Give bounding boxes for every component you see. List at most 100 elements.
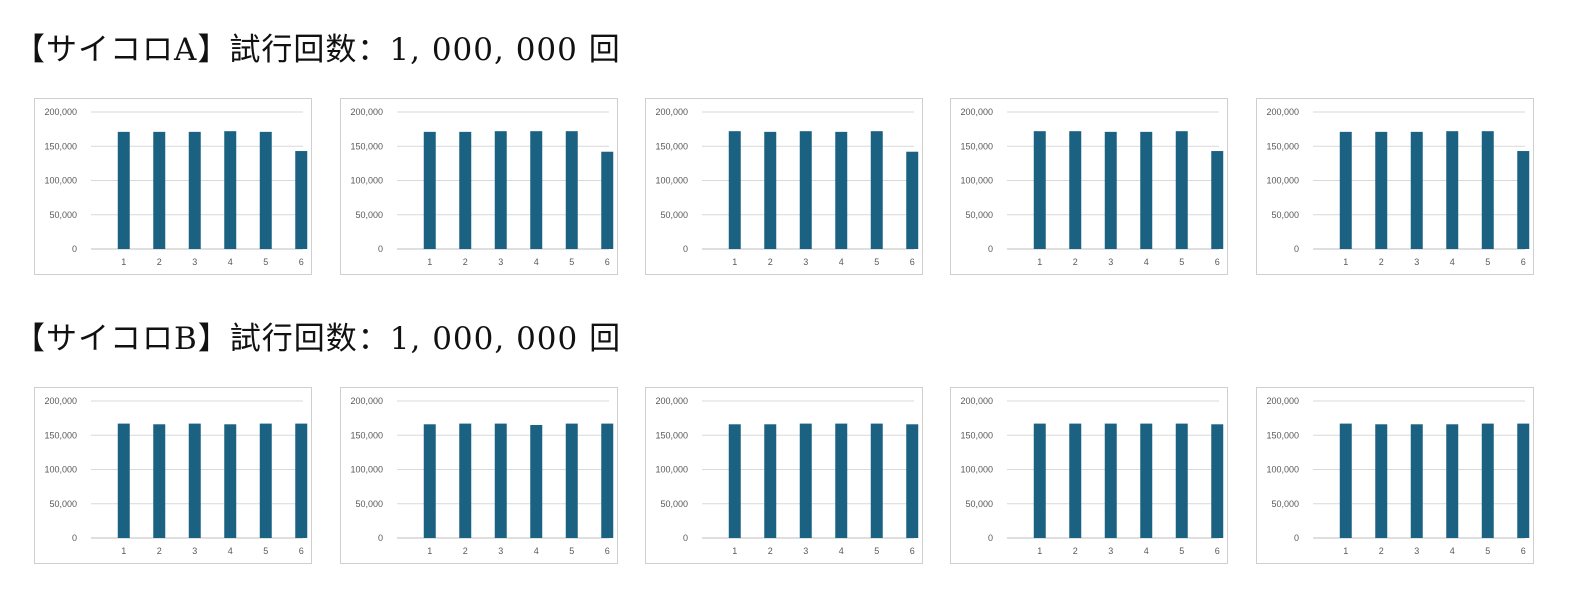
y-tick-label: 50,000 [49, 210, 77, 220]
bar [1339, 131, 1352, 249]
y-tick-label: 100,000 [960, 465, 993, 475]
x-tick-label: 4 [228, 257, 233, 267]
bar-chart: 0 50,000 100,000 150,000 200,000 1 2 3 4 5 6 [1266, 107, 1530, 267]
y-tick-label: 50,000 [1271, 210, 1299, 220]
y-tick-label: 100,000 [44, 465, 77, 475]
bar [1033, 131, 1046, 249]
x-tick-label: 4 [1144, 257, 1149, 267]
bar [494, 423, 507, 538]
y-tick-label: 200,000 [960, 107, 993, 117]
x-tick-label: 3 [1414, 546, 1419, 556]
bar [1481, 131, 1494, 249]
bar [1517, 151, 1530, 249]
bar [1175, 423, 1188, 538]
y-tick-label: 200,000 [1266, 107, 1299, 117]
bar [117, 423, 130, 538]
x-tick-label: 3 [803, 546, 808, 556]
y-tick-label: 0 [988, 244, 993, 254]
bar [259, 423, 272, 538]
bar [423, 424, 436, 538]
x-tick-label: 5 [569, 546, 574, 556]
x-tick-label: 1 [732, 257, 737, 267]
y-tick-label: 200,000 [655, 396, 688, 406]
x-tick-label: 2 [1379, 257, 1384, 267]
bar [530, 131, 543, 249]
bar [1375, 424, 1388, 538]
bar [1410, 424, 1423, 538]
bar [459, 423, 472, 538]
bar [295, 151, 308, 249]
bar [565, 423, 578, 538]
x-tick-label: 1 [1037, 257, 1042, 267]
x-tick-label: 6 [299, 257, 304, 267]
bar [188, 131, 201, 249]
bar [188, 423, 201, 538]
bar [601, 151, 614, 249]
bar [1069, 131, 1082, 249]
x-tick-label: 5 [263, 546, 268, 556]
x-tick-label: 2 [1073, 257, 1078, 267]
x-tick-label: 5 [1485, 257, 1490, 267]
bar [799, 131, 812, 249]
bar [423, 131, 436, 249]
x-tick-label: 6 [605, 546, 610, 556]
bar-chart: 0 50,000 100,000 150,000 200,000 1 2 3 4 5 6 [655, 396, 919, 556]
bar [1375, 131, 1388, 249]
x-tick-label: 2 [463, 546, 468, 556]
x-tick-label: 3 [1108, 257, 1113, 267]
bar [799, 423, 812, 538]
x-tick-label: 6 [1215, 546, 1220, 556]
x-tick-label: 4 [839, 546, 844, 556]
x-tick-label: 3 [498, 257, 503, 267]
chart-row-dice-a: 0 50,000 100,000 150,000 200,000 1 2 3 4 5 6 0 50,00… [0, 98, 1577, 278]
bar [1211, 424, 1224, 538]
bar-chart: 0 50,000 100,000 150,000 200,000 1 2 3 4 5 6 [44, 396, 308, 556]
x-tick-label: 6 [605, 257, 610, 267]
y-tick-label: 100,000 [1266, 176, 1299, 186]
bar [117, 131, 130, 249]
bar [565, 131, 578, 249]
bar [494, 131, 507, 249]
x-tick-label: 6 [1521, 257, 1526, 267]
y-tick-label: 150,000 [655, 141, 688, 151]
y-tick-label: 0 [683, 244, 688, 254]
bar [1211, 151, 1224, 249]
x-tick-label: 4 [839, 257, 844, 267]
bar [728, 131, 741, 249]
bar [835, 131, 848, 249]
x-tick-label: 6 [910, 546, 915, 556]
x-tick-label: 1 [427, 257, 432, 267]
section-title-dice-a: 【サイコロA】試行回数：1, 000, 000 回 [14, 32, 621, 68]
x-tick-label: 4 [534, 257, 539, 267]
chart-panel: 0 50,000 100,000 150,000 200,000 1 2 3 4 5 6 [1256, 98, 1534, 275]
x-tick-label: 3 [498, 546, 503, 556]
x-tick-label: 1 [732, 546, 737, 556]
y-tick-label: 100,000 [44, 176, 77, 186]
x-tick-label: 4 [1450, 546, 1455, 556]
x-tick-label: 2 [157, 546, 162, 556]
x-tick-label: 1 [427, 546, 432, 556]
y-tick-label: 200,000 [960, 396, 993, 406]
bar [1410, 131, 1423, 249]
y-tick-label: 150,000 [1266, 141, 1299, 151]
bar [906, 151, 919, 249]
y-tick-label: 0 [988, 533, 993, 543]
y-tick-label: 150,000 [960, 430, 993, 440]
bar [224, 131, 237, 249]
x-tick-label: 4 [534, 546, 539, 556]
y-tick-label: 0 [378, 533, 383, 543]
x-tick-label: 2 [1379, 546, 1384, 556]
y-tick-label: 50,000 [660, 210, 688, 220]
y-tick-label: 200,000 [350, 107, 383, 117]
x-tick-label: 3 [192, 546, 197, 556]
x-tick-label: 3 [1414, 257, 1419, 267]
y-tick-label: 100,000 [655, 176, 688, 186]
x-tick-label: 1 [1343, 257, 1348, 267]
y-tick-label: 150,000 [350, 141, 383, 151]
y-tick-label: 200,000 [44, 396, 77, 406]
x-tick-label: 5 [1485, 546, 1490, 556]
x-tick-label: 6 [1521, 546, 1526, 556]
bar [1446, 131, 1459, 249]
chart-row-dice-b: 0 50,000 100,000 150,000 200,000 1 2 3 4 5 6 0 50,00… [0, 387, 1577, 567]
x-tick-label: 5 [263, 257, 268, 267]
